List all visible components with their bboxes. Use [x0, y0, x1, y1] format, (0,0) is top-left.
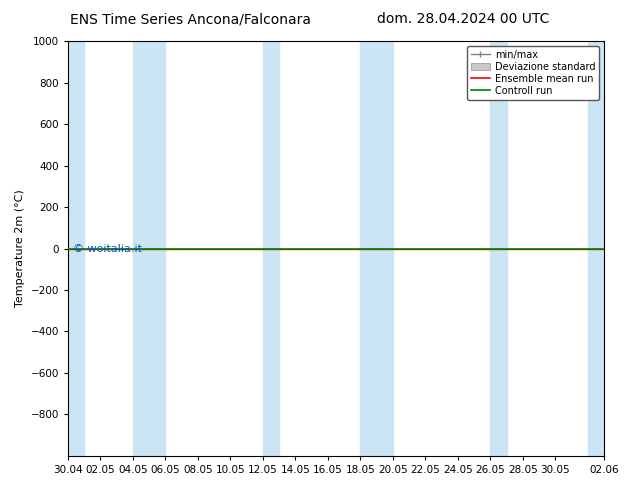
Bar	[133, 41, 165, 456]
Legend: min/max, Deviazione standard, Ensemble mean run, Controll run: min/max, Deviazione standard, Ensemble m…	[467, 46, 599, 99]
Bar	[491, 41, 507, 456]
Bar	[263, 41, 279, 456]
Text: dom. 28.04.2024 00 UTC: dom. 28.04.2024 00 UTC	[377, 12, 549, 26]
Text: ENS Time Series Ancona/Falconara: ENS Time Series Ancona/Falconara	[70, 12, 311, 26]
Bar	[361, 41, 393, 456]
Y-axis label: Temperature 2m (°C): Temperature 2m (°C)	[15, 190, 25, 307]
Bar	[68, 41, 84, 456]
Text: © woitalia.it: © woitalia.it	[73, 245, 142, 254]
Bar	[588, 41, 604, 456]
